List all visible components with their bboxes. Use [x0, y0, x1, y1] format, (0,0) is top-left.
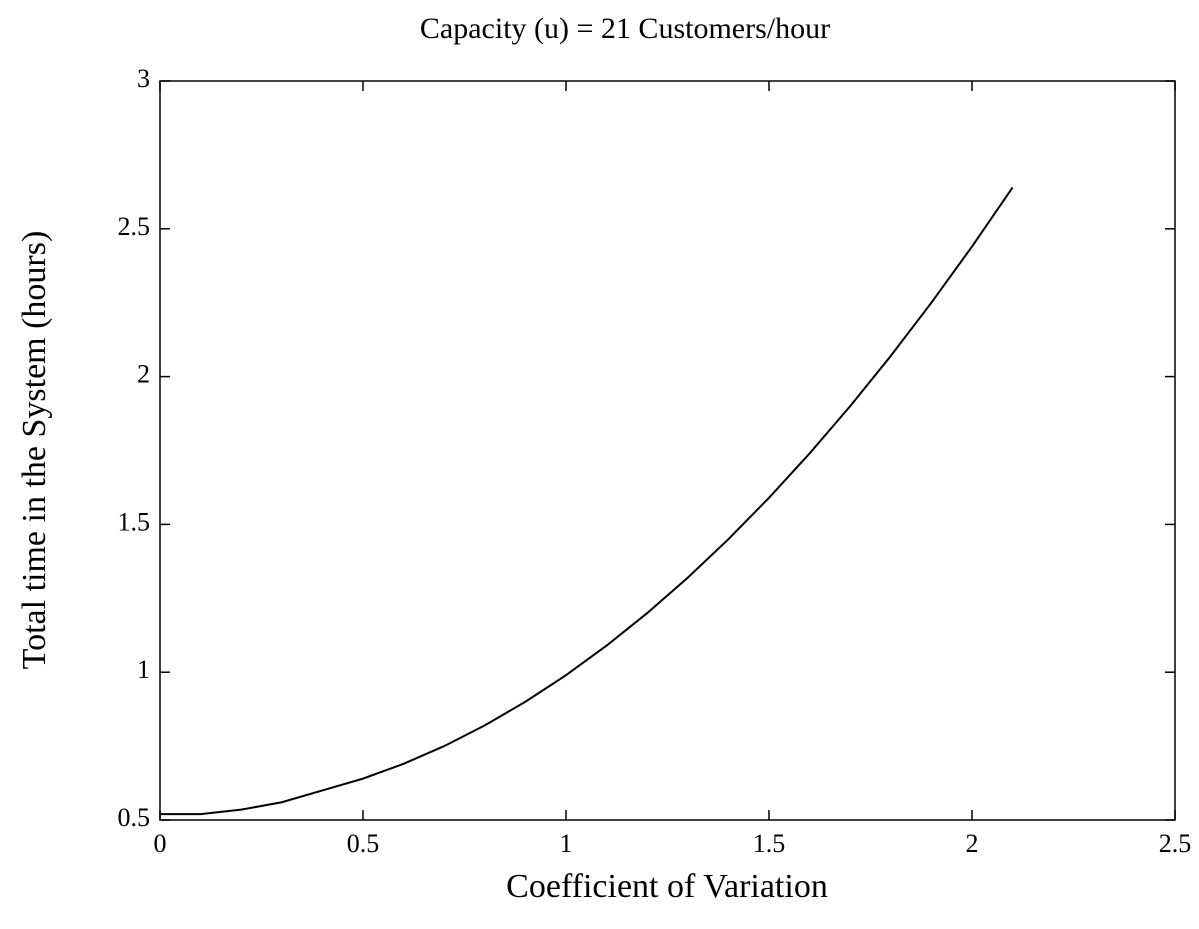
plot-frame: [159, 80, 1176, 821]
y-tick-label: 0.5: [118, 803, 151, 832]
y-axis-label: Total time in the System (hours): [16, 231, 53, 670]
x-tick-label: 2: [966, 829, 979, 858]
y-tick-label: 1.5: [118, 507, 151, 536]
x-tick-label: 1.5: [753, 829, 786, 858]
x-tick-label: 0: [154, 829, 167, 858]
y-tick-label: 3: [137, 64, 150, 93]
y-tick-label: 1: [137, 655, 150, 684]
data-line: [160, 186, 1014, 816]
x-axis-label: Coefficient of Variation: [506, 868, 828, 905]
y-tick-label: 2.5: [118, 212, 151, 241]
x-tick-label: 2.5: [1159, 829, 1192, 858]
x-tick-label: 1: [560, 829, 573, 858]
x-tick-label: 0.5: [347, 829, 380, 858]
chart-title: Capacity (u) = 21 Customers/hour: [420, 12, 830, 45]
y-tick-label: 2: [137, 360, 150, 389]
